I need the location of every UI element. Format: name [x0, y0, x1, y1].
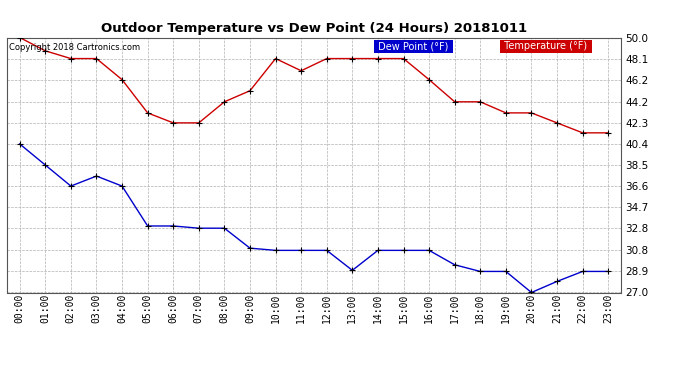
Text: Copyright 2018 Cartronics.com: Copyright 2018 Cartronics.com: [9, 43, 140, 52]
Text: Dew Point (°F): Dew Point (°F): [375, 41, 452, 51]
Title: Outdoor Temperature vs Dew Point (24 Hours) 20181011: Outdoor Temperature vs Dew Point (24 Hou…: [101, 22, 527, 35]
Text: Temperature (°F): Temperature (°F): [501, 41, 591, 51]
